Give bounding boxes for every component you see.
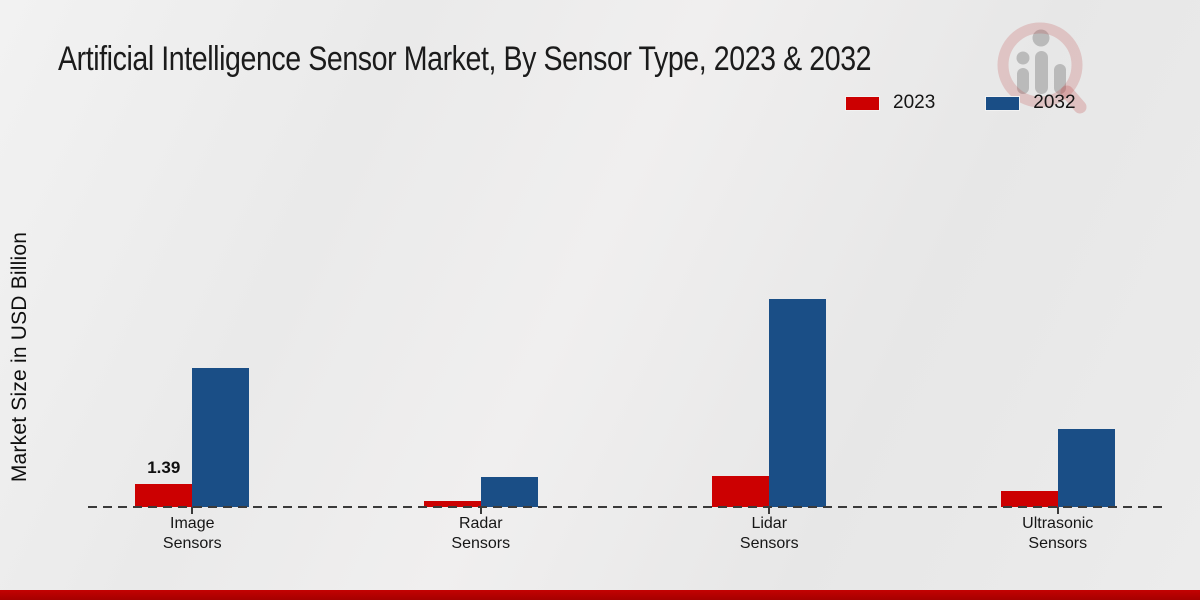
plot-area: 1.39 — [48, 0, 1200, 514]
bars-row — [1000, 429, 1115, 507]
bar-wrap — [423, 501, 481, 507]
bar-group-ultrasonic-sensors — [914, 0, 1200, 514]
bar-wrap — [192, 368, 250, 507]
bar-wrap — [1000, 491, 1058, 507]
value-label: 1.39 — [147, 458, 181, 478]
bar-wrap — [1057, 429, 1115, 507]
bar-2032-radar-sensors — [480, 477, 538, 507]
bar-wrap — [712, 476, 770, 507]
legend-item-2032: 2032 — [985, 92, 1076, 114]
legend-item-2023: 2023 — [845, 92, 935, 114]
footer-accent-bar — [0, 590, 1200, 600]
bar-2032-image-sensors — [192, 368, 250, 507]
legend-label: 2032 — [1033, 92, 1076, 113]
category-label-radar-sensors: Radar Sensors — [451, 515, 511, 552]
axis-tick — [1056, 507, 1059, 514]
bar-2032-ultrasonic-sensors — [1057, 429, 1115, 507]
bars-row — [712, 298, 827, 507]
axis-tick — [191, 507, 194, 514]
legend: 2023 2032 — [845, 92, 1076, 114]
bar-group-radar-sensors — [337, 0, 626, 514]
category-label-lidar-sensors: Lidar Sensors — [739, 515, 799, 552]
chart-title: Artificial Intelligence Sensor Market, B… — [58, 40, 872, 78]
category-label-image-sensors: Image Sensors — [162, 515, 222, 552]
bar-2032-lidar-sensors — [769, 298, 827, 507]
y-axis-label: Market Size in USD Billion — [8, 231, 31, 483]
bars-row: 1.39 — [135, 368, 250, 507]
category-axis-labels: Image Sensors Radar Sensors Lidar Sensors Ultr… — [48, 514, 1200, 554]
axis-tick — [479, 507, 482, 514]
bar-2023-ultrasonic-sensors — [1000, 491, 1058, 507]
legend-swatch-2023 — [845, 95, 880, 111]
bar-2023-lidar-sensors — [712, 476, 770, 507]
bar-wrap — [480, 477, 538, 507]
bar-2023-radar-sensors — [423, 501, 481, 507]
bar-wrap — [769, 298, 827, 507]
legend-swatch-2032 — [985, 95, 1021, 111]
legend-label: 2023 — [893, 92, 936, 113]
x-axis-baseline — [88, 506, 1165, 508]
category-label-ultrasonic-sensors: Ultrasonic Sensors — [1022, 515, 1094, 552]
bar-group-lidar-sensors — [625, 0, 914, 514]
bar-group-image-sensors: 1.39 — [48, 0, 337, 514]
axis-tick — [768, 507, 771, 514]
magnifier-bar-chart-watermark-icon — [997, 22, 1087, 114]
bar-2023-image-sensors — [135, 484, 193, 507]
bars-row — [423, 477, 538, 507]
bar-wrap: 1.39 — [135, 458, 193, 507]
